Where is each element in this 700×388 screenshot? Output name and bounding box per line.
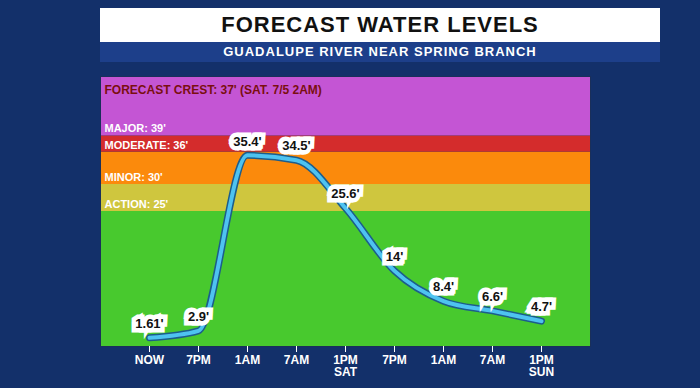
svg-text:34.5': 34.5'	[282, 138, 310, 153]
html-text:GUADALUPE RIVER NEAR SPRING BR: GUADALUPE RIVER NEAR SPRING BRANCH	[223, 44, 537, 59]
svg-text:1.61': 1.61'	[135, 316, 163, 331]
svg-text:NOW: NOW	[135, 353, 165, 367]
svg-text:FORECAST CREST: 37' (SAT. 7/5: FORECAST CREST: 37' (SAT. 7/5 2AM)	[105, 83, 322, 97]
svg-text:6.6': 6.6'	[482, 289, 503, 304]
svg-text:MAJOR: 39': MAJOR: 39'	[105, 122, 167, 134]
svg-text:35.4': 35.4'	[233, 134, 261, 149]
svg-text:2.9': 2.9'	[188, 309, 209, 324]
html-text:FORECAST WATER LEVELS: FORECAST WATER LEVELS	[221, 12, 539, 37]
svg-text:7AM: 7AM	[284, 353, 309, 367]
svg-text:MODERATE: 36': MODERATE: 36'	[105, 139, 189, 151]
svg-text:7AM: 7AM	[480, 353, 505, 367]
svg-text:1PMSUN: 1PMSUN	[529, 353, 554, 379]
svg-text:7PM: 7PM	[382, 353, 407, 367]
svg-text:1AM: 1AM	[235, 353, 260, 367]
svg-text:ACTION: 25': ACTION: 25'	[105, 198, 169, 210]
svg-text:8.4': 8.4'	[433, 279, 454, 294]
svg-text:1PMSAT: 1PMSAT	[333, 353, 358, 379]
svg-text:14': 14'	[386, 249, 404, 264]
svg-text:MINOR: 30': MINOR: 30'	[105, 171, 164, 183]
svg-text:4.7': 4.7'	[531, 299, 552, 314]
svg-text:1AM: 1AM	[431, 353, 456, 367]
svg-text:25.6': 25.6'	[331, 186, 359, 201]
svg-text:7PM: 7PM	[186, 353, 211, 367]
